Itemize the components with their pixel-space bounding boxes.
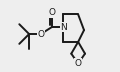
Text: O: O [37,30,44,39]
Text: O: O [75,59,82,68]
Text: O: O [48,8,55,17]
Text: N: N [60,23,67,32]
